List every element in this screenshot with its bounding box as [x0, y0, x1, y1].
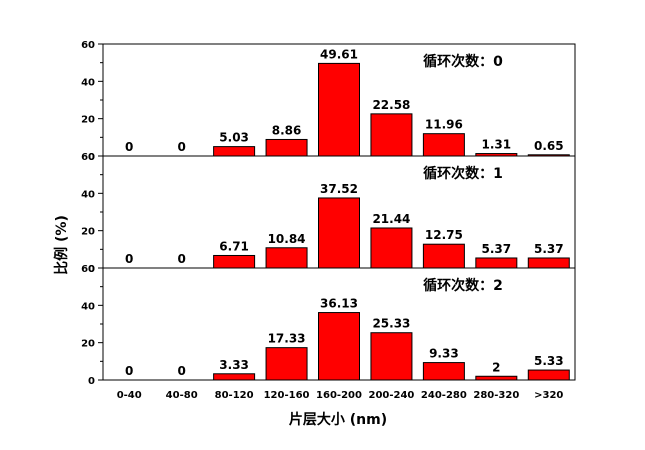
y-tick-label: 60 — [81, 40, 95, 51]
data-label: 25.33 — [372, 317, 410, 331]
data-label: 0 — [125, 364, 133, 378]
bar — [370, 113, 413, 157]
data-label: 36.13 — [320, 297, 358, 311]
data-label: 0 — [125, 140, 133, 154]
data-label: 5.37 — [534, 242, 564, 256]
y-tick-label: 0 — [88, 376, 95, 387]
x-tick-label: 200-240 — [368, 390, 414, 401]
data-label: 1.31 — [482, 138, 512, 152]
panel-frame — [102, 267, 576, 381]
bar — [213, 254, 256, 269]
y-tick-label: 20 — [81, 115, 95, 126]
y-tick-label: 40 — [81, 301, 95, 312]
bar — [527, 257, 570, 269]
y-tick-label: 60 — [81, 264, 95, 275]
bar — [265, 247, 308, 269]
x-tick-label: 240-280 — [421, 390, 467, 401]
data-label: 0 — [177, 364, 185, 378]
data-label: 5.37 — [482, 242, 512, 256]
x-tick-label: 80-120 — [215, 390, 254, 401]
bar — [265, 138, 308, 157]
bar — [318, 197, 360, 269]
panel-title: 循环次数：2 — [423, 277, 503, 294]
data-label: 9.33 — [429, 347, 459, 361]
data-label: 49.61 — [320, 47, 358, 61]
bar — [213, 146, 256, 157]
x-tick-label: 0-40 — [117, 390, 142, 401]
x-tick-label: 160-200 — [316, 390, 362, 401]
bar — [422, 133, 465, 157]
bar — [527, 369, 570, 381]
data-label: 5.33 — [534, 354, 564, 368]
bar — [422, 362, 465, 381]
y-tick-label: 0 — [88, 264, 95, 275]
data-label: 2 — [492, 360, 500, 374]
bar — [475, 257, 518, 269]
x-tick-label: 280-320 — [473, 390, 519, 401]
y-tick-label: 40 — [81, 77, 95, 88]
bar — [213, 373, 256, 381]
y-tick-label: 0 — [88, 152, 95, 163]
y-tick-label: 20 — [81, 227, 95, 238]
bar — [475, 375, 518, 381]
data-label: 0.65 — [534, 139, 564, 153]
data-label: 10.84 — [268, 232, 306, 246]
data-label: 6.71 — [219, 239, 249, 253]
bar — [318, 62, 360, 157]
panel-title: 循环次数：1 — [423, 165, 503, 182]
bar — [318, 312, 360, 381]
bar — [370, 332, 413, 381]
bar — [265, 347, 308, 381]
data-label: 8.86 — [272, 123, 302, 137]
data-label: 12.75 — [425, 228, 463, 242]
panel-title: 循环次数：0 — [423, 53, 503, 70]
x-tick-label: >320 — [534, 390, 563, 401]
data-label: 0 — [177, 140, 185, 154]
x-tick-label: 120-160 — [264, 390, 310, 401]
data-label: 11.96 — [425, 118, 463, 132]
data-label: 3.33 — [219, 358, 249, 372]
x-axis-title: 片层大小 (nm) — [289, 411, 387, 428]
bar — [422, 243, 465, 269]
y-tick-label: 20 — [81, 339, 95, 350]
bar — [370, 227, 413, 269]
data-label: 22.58 — [372, 98, 410, 112]
x-tick-label: 40-80 — [166, 390, 198, 401]
data-label: 0 — [177, 252, 185, 266]
data-label: 5.03 — [219, 131, 249, 145]
data-label: 21.44 — [372, 212, 410, 226]
y-tick-label: 60 — [81, 152, 95, 163]
data-label: 0 — [125, 252, 133, 266]
y-axis-title: 比例 (%) — [53, 215, 70, 275]
data-label: 17.33 — [268, 332, 306, 346]
data-label: 37.52 — [320, 182, 358, 196]
y-tick-label: 40 — [81, 189, 95, 200]
